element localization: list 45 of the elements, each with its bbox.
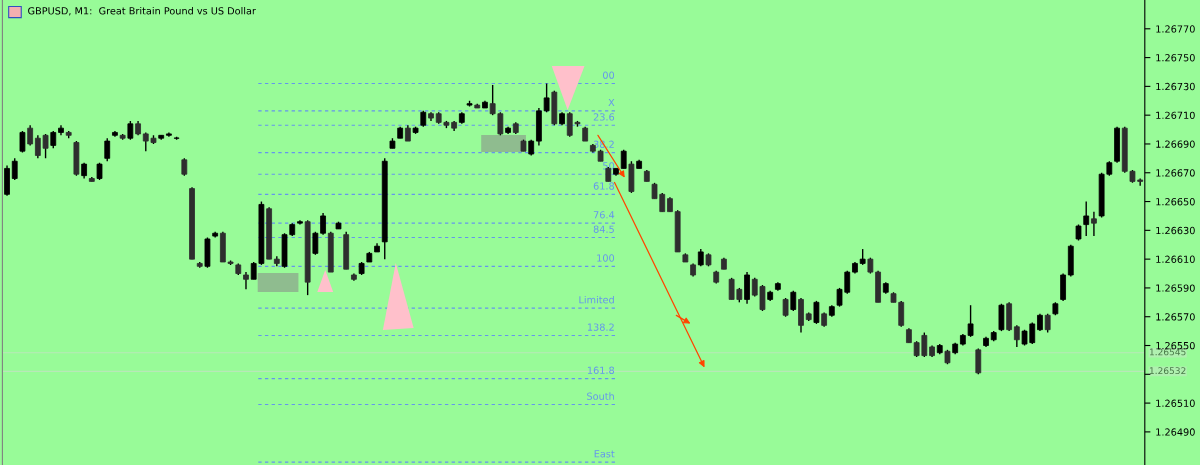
- y-tick-label: 1.26630: [1156, 226, 1195, 235]
- candlestick: [790, 290, 797, 312]
- annotation: X: [608, 98, 615, 107]
- candlestick: [1044, 313, 1051, 334]
- annotation: 100: [597, 254, 615, 262]
- y-tick-label: 1.26490: [1156, 428, 1195, 436]
- text: GBPUSD, M1: Great Britain Pound vs US Dollar: [28, 6, 256, 16]
- annotation: 138.2: [587, 323, 614, 331]
- candlestick: [104, 137, 111, 162]
- y-tick-label: 1.26770: [1156, 25, 1195, 33]
- y-tick-label: 1.26590: [1156, 284, 1195, 292]
- annotation: 61.8: [593, 182, 615, 190]
- ref-line-label: 1.26532: [1149, 367, 1186, 375]
- y-tick-label: 1.26510: [1156, 399, 1195, 407]
- annotation: 84.5: [593, 225, 614, 233]
- annotation: 50: [603, 162, 615, 170]
- ref-line-label: South: [587, 392, 614, 400]
- candlestick: [975, 347, 982, 375]
- candlestick: [1083, 200, 1090, 237]
- annotation: 23.6: [593, 113, 615, 121]
- y-tick-label: 1.26710: [1156, 111, 1195, 119]
- y-tick-label: 1.26750: [1156, 54, 1195, 62]
- candlestick: [813, 300, 820, 325]
- candlestick: [320, 212, 326, 236]
- y-tick-label: 1.26610: [1156, 255, 1195, 263]
- y-tick-label: 1.26690: [1156, 140, 1195, 148]
- ref-line-label: 1.26545: [1149, 348, 1186, 356]
- y-tick-label: 1.26650: [1156, 198, 1195, 206]
- y-tick-label: 1.26570: [1156, 313, 1195, 321]
- candlestick: [1091, 210, 1097, 237]
- candlestick: [127, 120, 134, 141]
- candlestick: [11, 157, 18, 181]
- ref-line-label: East: [594, 450, 615, 458]
- candlestick: [620, 149, 627, 170]
- y-tick-label: 1.26730: [1156, 82, 1195, 91]
- annotation: 161.8: [587, 366, 615, 374]
- candlestick: [19, 130, 26, 154]
- y-tick-label: 1.26670: [1156, 169, 1195, 177]
- annotation: 00: [603, 71, 615, 79]
- annotation: 76.4: [593, 211, 615, 219]
- candlestick: [243, 271, 249, 291]
- candlestick: [543, 82, 550, 113]
- candlestick: [312, 231, 319, 256]
- y-tick-label: 1.26550: [1156, 341, 1195, 350]
- ref-line-label: Limited: [579, 295, 614, 304]
